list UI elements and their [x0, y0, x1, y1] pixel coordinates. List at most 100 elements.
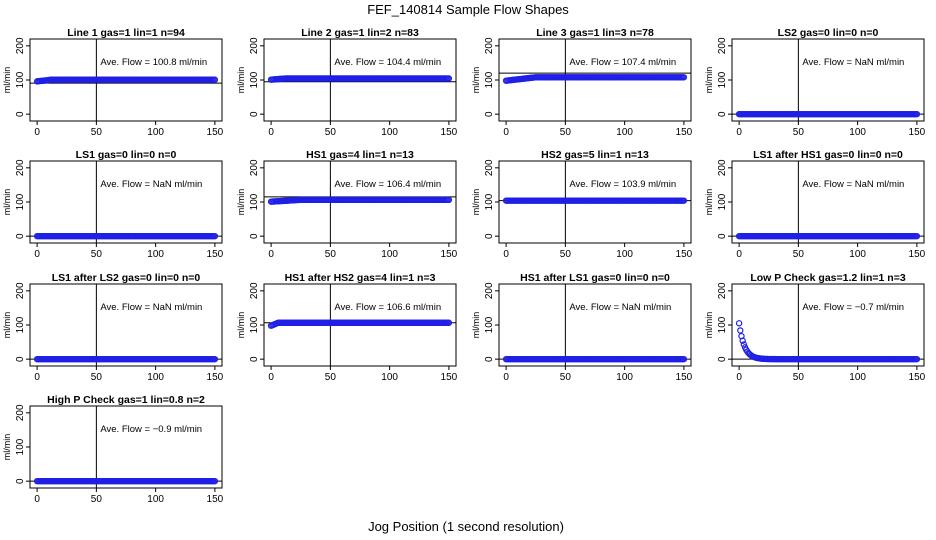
y-tick-label: 200: [15, 404, 26, 421]
panel-title: Line 3 gas=1 lin=3 n=78: [536, 27, 654, 39]
x-tick-label: 100: [147, 127, 164, 138]
x-tick-label: 50: [91, 372, 103, 383]
data-series: [502, 197, 688, 204]
average-flow-label: Ave. Flow = 104.4 ml/min: [334, 57, 441, 68]
x-tick-label: 50: [91, 249, 103, 260]
y-tick-label: 0: [717, 356, 728, 362]
chart-panel: Line 3 gas=1 lin=3 n=78 0 100 200 ml/min 0 50 1…: [471, 27, 693, 138]
x-tick-label: 150: [909, 372, 926, 383]
data-point: [737, 327, 744, 334]
x-tick-label: 150: [909, 127, 926, 138]
data-series: [267, 75, 453, 83]
chart-panel: HS1 after LS1 gas=0 lin=0 n=0 0 100 200 ml/m…: [471, 272, 693, 383]
data-point: [913, 110, 921, 118]
x-tick-label: 150: [676, 249, 693, 260]
x-tick-label: 100: [147, 372, 164, 383]
plot-frame: [731, 283, 925, 367]
plot-frame: [29, 405, 223, 489]
x-tick-label: 150: [207, 249, 224, 260]
x-tick-label: 0: [736, 249, 742, 260]
plot-frame: [731, 160, 925, 244]
x-tick-label: 150: [441, 249, 458, 260]
y-tick-label: 0: [249, 233, 260, 239]
y-tick-label: 100: [15, 316, 26, 333]
chart-panel: HS2 gas=5 lin=1 n=13 0 100 200 ml/min 0 50 100 1…: [471, 149, 693, 260]
average-flow-label: Ave. Flow = 106.4 ml/min: [334, 179, 441, 190]
average-flow-label: Ave. Flow = 106.6 ml/min: [334, 302, 441, 313]
panel-title: High P Check gas=1 lin=0.8 n=2: [47, 394, 205, 406]
x-tick-label: 150: [207, 127, 224, 138]
data-point: [680, 197, 688, 204]
y-tick-label: 100: [484, 193, 495, 210]
y-tick-label: 0: [484, 356, 495, 362]
data-point: [211, 232, 219, 240]
panel-title: HS1 gas=4 lin=1 n=13: [306, 149, 414, 161]
panel-title: LS2 gas=0 lin=0 n=0: [778, 27, 879, 39]
x-tick-label: 50: [560, 127, 572, 138]
data-point: [680, 74, 688, 81]
average-flow-label: Ave. Flow = 103.9 ml/min: [569, 179, 676, 190]
x-tick-label: 150: [909, 249, 926, 260]
data-point: [735, 320, 743, 327]
y-axis-label: ml/min: [236, 312, 246, 339]
y-tick-label: 0: [15, 111, 26, 117]
average-flow-label: Ave. Flow = NaN ml/min: [802, 57, 904, 68]
x-tick-label: 0: [34, 249, 40, 260]
y-tick-label: 200: [484, 282, 495, 299]
panel-title: LS1 gas=0 lin=0 n=0: [76, 149, 177, 161]
data-point: [913, 232, 921, 240]
x-tick-label: 100: [849, 127, 866, 138]
y-tick-label: 100: [15, 438, 26, 455]
y-tick-label: 0: [15, 233, 26, 239]
figure-title: FEF_140814 Sample Flow Shapes: [367, 2, 569, 17]
panel-title: Low P Check gas=1.2 lin=1 n=3: [750, 272, 905, 284]
y-axis-label: ml/min: [236, 189, 246, 216]
y-tick-label: 200: [15, 159, 26, 176]
x-tick-label: 150: [207, 494, 224, 505]
x-tick-label: 50: [325, 127, 337, 138]
x-tick-label: 0: [736, 372, 742, 383]
x-tick-label: 100: [616, 127, 633, 138]
average-flow-label: Ave. Flow = NaN ml/min: [100, 179, 202, 190]
x-tick-label: 100: [381, 127, 398, 138]
data-point: [445, 75, 453, 82]
plot-frame: [498, 283, 692, 367]
y-tick-label: 0: [484, 111, 495, 117]
y-tick-label: 200: [717, 159, 728, 176]
x-tick-label: 150: [441, 127, 458, 138]
y-tick-label: 200: [249, 37, 260, 54]
data-series: [735, 232, 921, 240]
y-tick-label: 200: [15, 37, 26, 54]
y-tick-label: 100: [15, 71, 26, 88]
chart-panel: HS1 after HS2 gas=4 lin=1 n=3 0 100 200 ml/m…: [236, 272, 458, 383]
y-axis-label: ml/min: [471, 189, 481, 216]
x-tick-label: 50: [91, 494, 103, 505]
y-tick-label: 0: [249, 111, 260, 117]
x-tick-label: 100: [147, 249, 164, 260]
average-flow-label: Ave. Flow = −0.7 ml/min: [802, 302, 904, 313]
y-tick-label: 200: [249, 159, 260, 176]
data-point: [913, 355, 921, 363]
y-tick-label: 100: [717, 71, 728, 88]
data-point: [445, 319, 453, 326]
data-series: [33, 355, 219, 363]
x-tick-label: 50: [793, 127, 805, 138]
y-tick-label: 200: [717, 282, 728, 299]
x-tick-label: 100: [381, 372, 398, 383]
y-tick-label: 200: [484, 37, 495, 54]
x-tick-label: 150: [207, 372, 224, 383]
x-axis-title: Jog Position (1 second resolution): [368, 519, 564, 534]
y-tick-label: 100: [717, 316, 728, 333]
plot-frame: [29, 283, 223, 367]
average-flow-label: Ave. Flow = 107.4 ml/min: [569, 57, 676, 68]
x-tick-label: 50: [560, 249, 572, 260]
x-tick-label: 0: [34, 127, 40, 138]
x-tick-label: 100: [616, 249, 633, 260]
x-tick-label: 50: [91, 127, 103, 138]
y-tick-label: 0: [249, 356, 260, 362]
x-tick-label: 0: [268, 249, 274, 260]
data-series: [33, 232, 219, 240]
chart-panel: HS1 gas=4 lin=1 n=13 0 100 200 ml/min 0 50 100 1…: [236, 149, 458, 260]
x-tick-label: 0: [34, 494, 40, 505]
